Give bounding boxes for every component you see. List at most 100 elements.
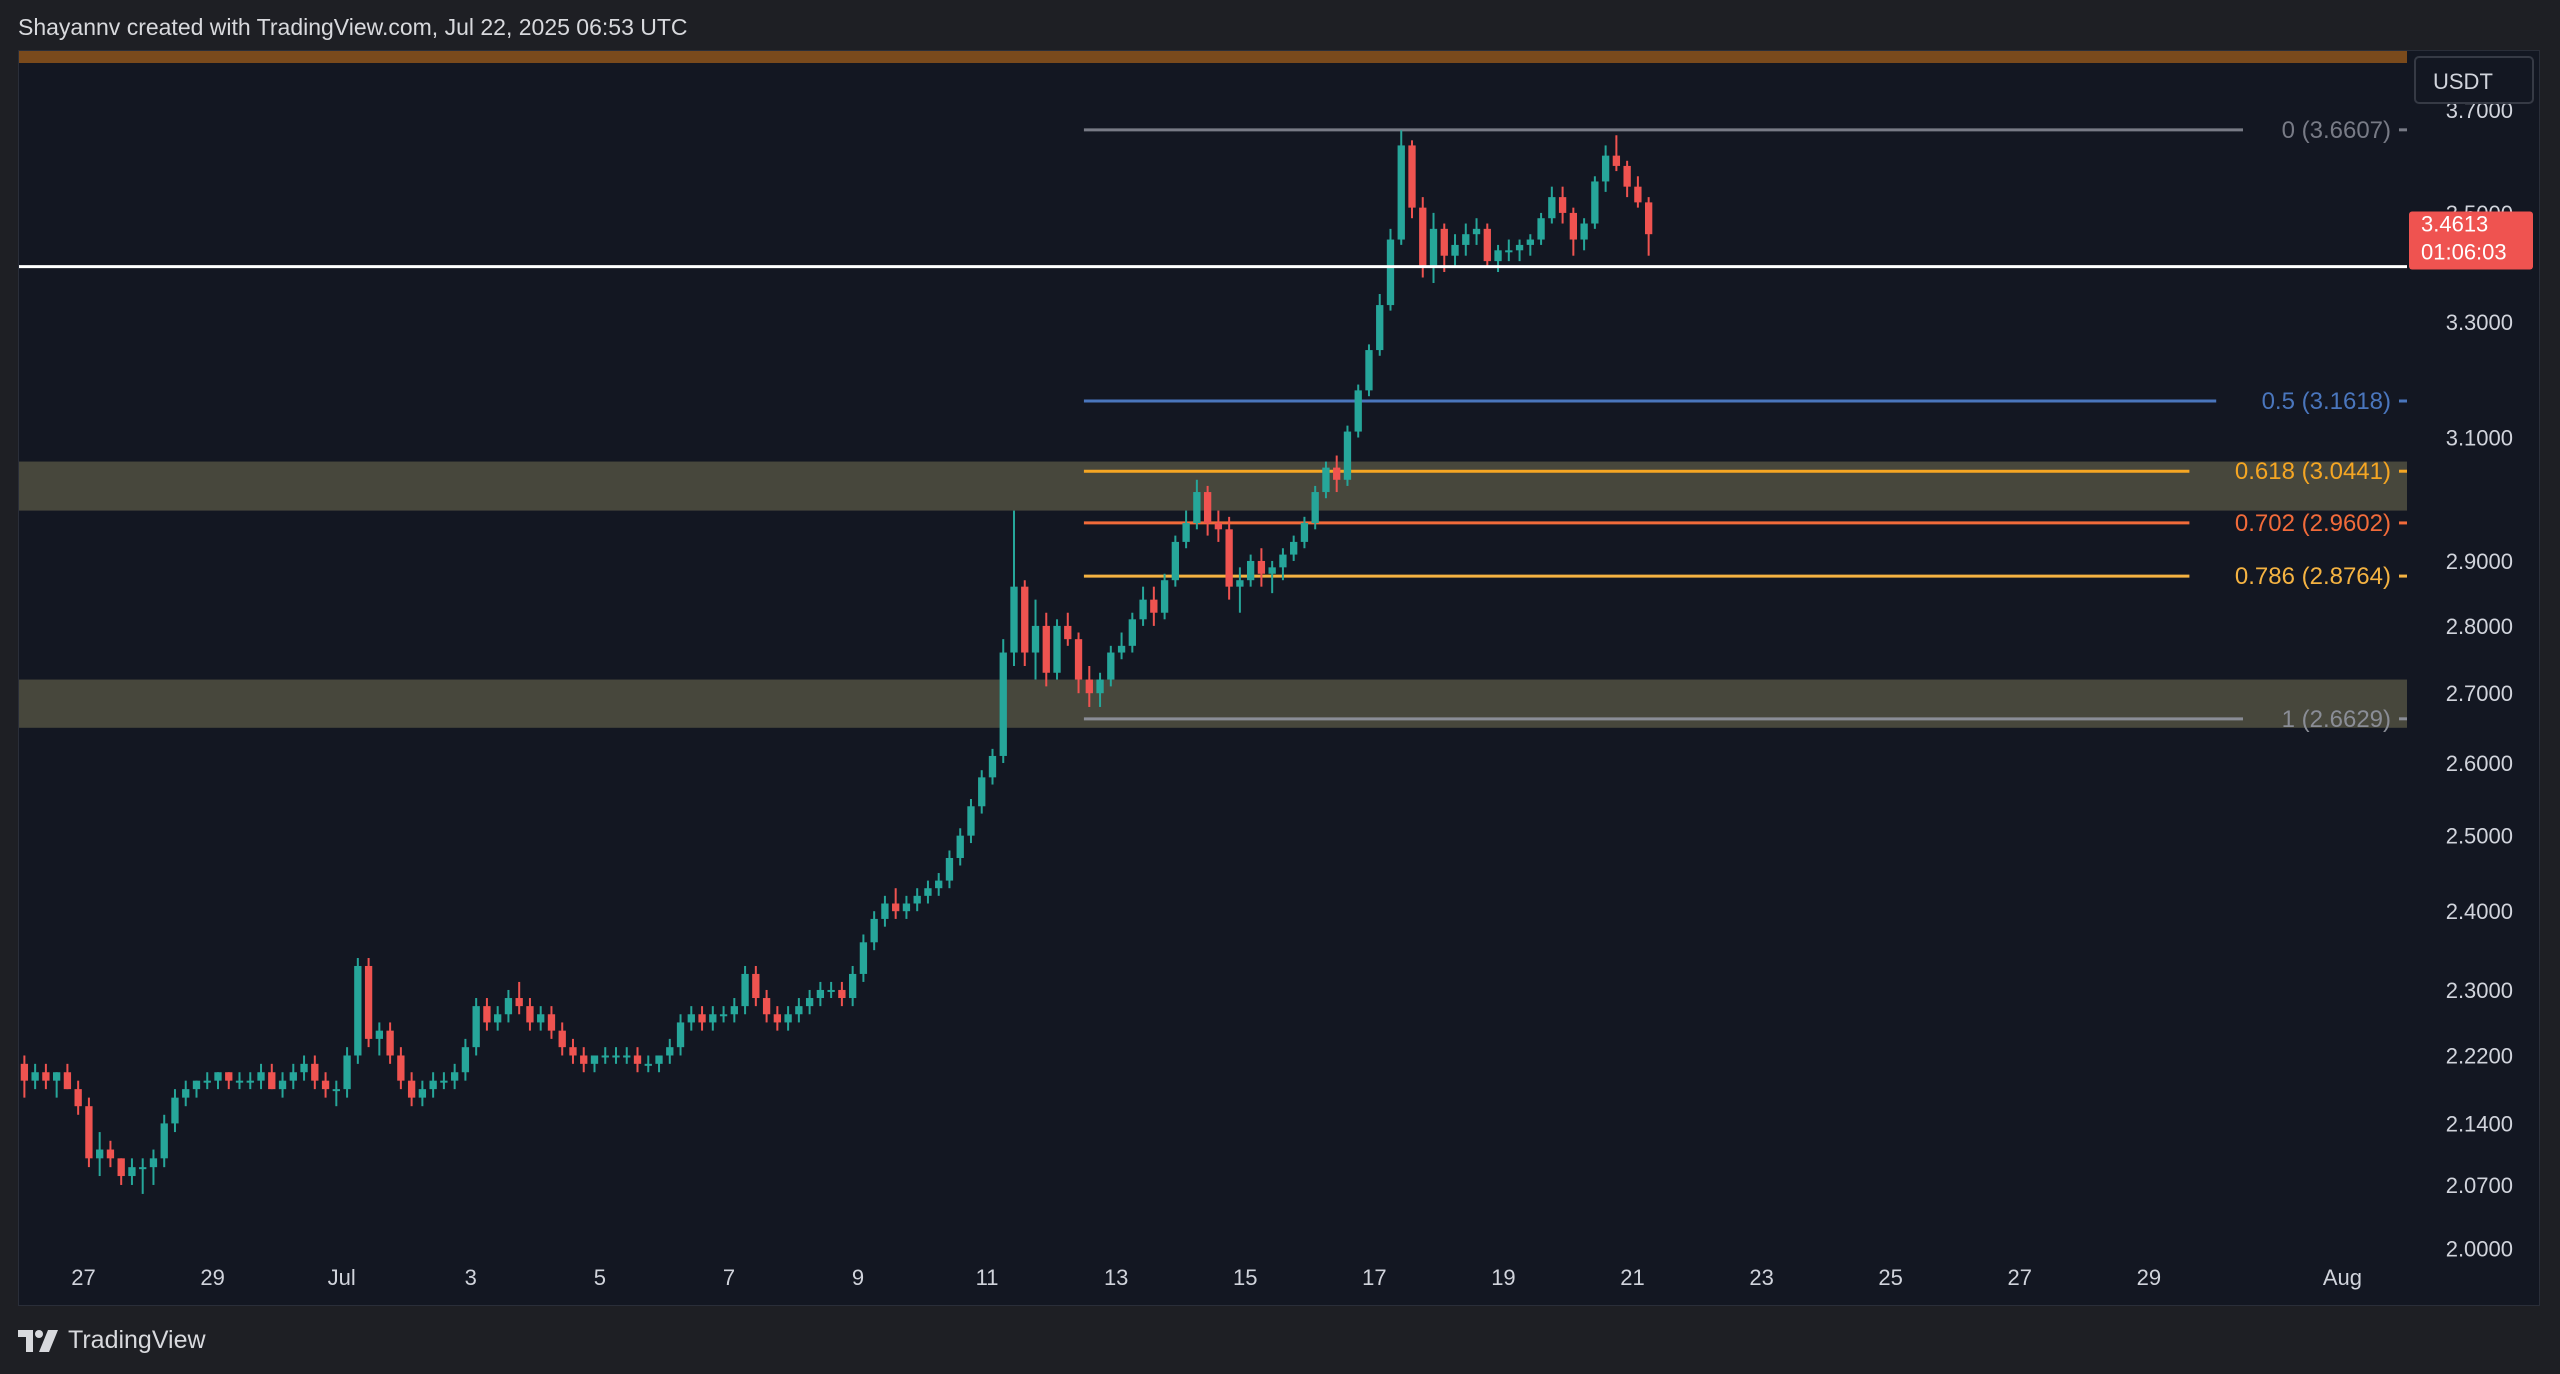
candle-42 [472, 998, 480, 1056]
candle-65 [719, 1006, 728, 1023]
candle-34 [386, 1022, 394, 1064]
x-tick-1: 29 [200, 1265, 224, 1290]
unit-label: USDT [2433, 69, 2493, 94]
candle-56 [623, 1047, 631, 1064]
candle-99 [1085, 665, 1093, 707]
candle-73 [805, 989, 814, 1015]
y-tick-6: 2.7000 [2446, 681, 2513, 706]
candle-31 [354, 958, 362, 1064]
candle-32 [364, 958, 373, 1048]
current-price-countdown: 01:06:03 [2421, 239, 2507, 264]
candle-74 [816, 981, 825, 1007]
candle-147 [1601, 145, 1610, 192]
candle-55 [612, 1047, 620, 1064]
candle-4 [63, 1063, 72, 1090]
candle-82 [902, 895, 911, 919]
price-chart[interactable]: 0 (3.6607) 0.5 (3.1618) 0.618 (3.0441) 0.70… [19, 51, 2539, 1305]
candle-114 [1246, 554, 1255, 587]
candle-145 [1580, 218, 1588, 251]
candle-52 [580, 1047, 588, 1073]
candle-38 [429, 1072, 437, 1098]
x-tick-2: Jul [328, 1265, 356, 1290]
candle-136 [1483, 223, 1491, 267]
candle-17 [203, 1072, 211, 1090]
fib-label-2: 0.618 (3.0441) [2235, 458, 2391, 485]
candle-104 [1139, 586, 1147, 626]
candle-75 [827, 981, 835, 999]
candle-109 [1193, 479, 1201, 530]
tradingview-logo[interactable]: TradingView [18, 1326, 206, 1355]
x-tick-6: 9 [852, 1265, 864, 1290]
y-tick-13: 2.0700 [2446, 1173, 2513, 1198]
candle-98 [1074, 632, 1083, 694]
candle-150 [1634, 176, 1642, 208]
candle-57 [633, 1047, 642, 1073]
candle-125 [1365, 344, 1373, 397]
y-tick-7: 2.6000 [2446, 751, 2513, 776]
candle-130 [1419, 197, 1427, 278]
candle-138 [1505, 239, 1513, 262]
candle-91 [999, 639, 1007, 764]
candle-102 [1117, 632, 1126, 660]
candle-40 [450, 1063, 459, 1090]
candle-77 [848, 965, 857, 1007]
x-tick-17: Aug [2323, 1265, 2362, 1290]
candle-122 [1333, 455, 1341, 493]
candle-26 [300, 1055, 308, 1081]
candle-60 [666, 1038, 674, 1064]
fib-label-3: 0.702 (2.9602) [2235, 510, 2391, 537]
candle-90 [988, 748, 997, 785]
candle-12 [149, 1149, 158, 1185]
candle-112 [1225, 516, 1233, 600]
candle-49 [547, 1006, 556, 1039]
candle-123 [1343, 425, 1352, 486]
x-tick-13: 23 [1749, 1265, 1773, 1290]
candle-24 [278, 1072, 287, 1098]
candle-111 [1214, 510, 1223, 542]
x-tick-9: 15 [1233, 1265, 1257, 1290]
candle-15 [182, 1080, 190, 1107]
candle-11 [139, 1158, 147, 1194]
chart-panel[interactable]: 0 (3.6607) 0.5 (3.1618) 0.618 (3.0441) 0.70… [18, 50, 2540, 1306]
candle-126 [1376, 293, 1384, 356]
candle-50 [558, 1022, 566, 1056]
candle-44 [494, 1006, 502, 1031]
candle-1 [31, 1063, 39, 1090]
x-tick-15: 27 [2008, 1265, 2032, 1290]
candle-16 [192, 1080, 201, 1098]
candle-70 [773, 1006, 782, 1031]
candle-58 [644, 1055, 652, 1073]
candle-8 [106, 1140, 115, 1168]
x-tick-12: 21 [1620, 1265, 1644, 1290]
x-tick-16: 29 [2137, 1265, 2161, 1290]
candle-79 [870, 911, 878, 951]
unit-selector[interactable]: USDT [2414, 56, 2534, 104]
candle-80 [881, 895, 889, 927]
candle-47 [526, 998, 534, 1031]
candle-23 [268, 1063, 276, 1090]
candle-29 [332, 1080, 340, 1107]
candle-35 [397, 1047, 405, 1090]
x-tick-0: 27 [71, 1265, 95, 1290]
current-price-tag: 3.4613 01:06:03 [2409, 211, 2533, 270]
candle-95 [1042, 612, 1050, 687]
candle-18 [214, 1072, 222, 1090]
candle-76 [838, 981, 846, 1007]
candle-51 [569, 1038, 577, 1064]
candle-71 [784, 1006, 792, 1031]
fib-label-5: 1 (2.6629) [2282, 706, 2391, 733]
candle-128 [1397, 130, 1405, 245]
candle-149 [1623, 160, 1631, 198]
candle-78 [859, 934, 868, 982]
candle-151 [1644, 197, 1653, 256]
candle-45 [504, 989, 513, 1023]
x-tick-8: 13 [1104, 1265, 1128, 1290]
fib-label-4: 0.786 (2.8764) [2235, 563, 2391, 590]
candle-148 [1612, 135, 1621, 172]
candle-87 [956, 828, 964, 866]
y-tick-5: 2.8000 [2446, 614, 2513, 639]
fib-label-0: 0 (3.6607) [2282, 117, 2391, 144]
candle-48 [537, 1006, 545, 1031]
candle-105 [1150, 586, 1158, 626]
candle-9 [117, 1158, 125, 1185]
